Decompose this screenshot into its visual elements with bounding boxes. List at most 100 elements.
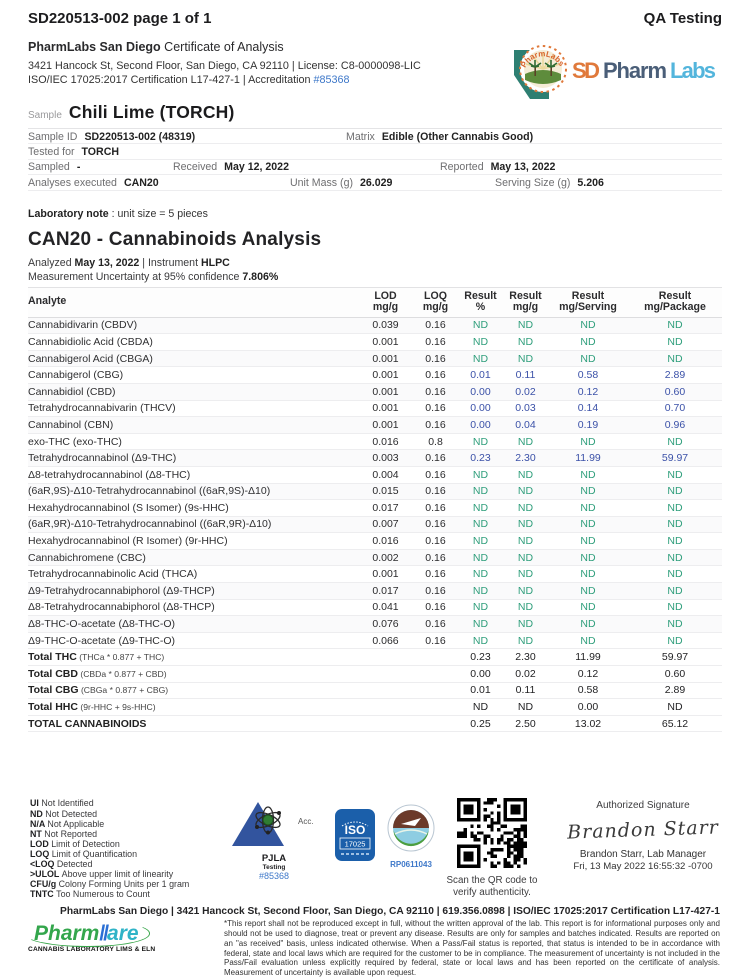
result-value: ND: [580, 584, 596, 597]
meta-value: TORCH: [81, 145, 120, 158]
column-header-line1: Result: [571, 289, 605, 302]
legend-abbr: NT: [30, 828, 45, 839]
meta-label: Reported: [440, 161, 484, 174]
cert-line-text: ISO/IEC 17025:2017 Certification L17-427…: [28, 73, 314, 86]
column-header-line2: mg/g: [422, 301, 449, 314]
lod-loq-value: 0.16: [425, 568, 446, 581]
lod-loq-value: 0.8: [428, 435, 443, 448]
accreditation-link[interactable]: #85368: [313, 73, 350, 86]
lod-loq-value: 0.16: [425, 584, 446, 597]
total-value: 0.00: [577, 701, 599, 714]
legend-item: >ULOL Above upper limit of linearity: [30, 869, 230, 879]
result-value: ND: [472, 535, 489, 548]
analyzed-label: Analyzed: [28, 256, 75, 269]
table-row: (6aR,9R)-Δ10-Tetrahydrocannabinol ((6aR,…: [28, 516, 722, 534]
abbreviation-legend: UI Not Identified ND Not Detected N/A Not …: [30, 798, 230, 899]
results-table-header: Analyte LOD mg/g LOQ mg/g Result% Result mg/g Re…: [28, 286, 722, 318]
sdpharmlabs-logo: PharmLabs SD Pharm Labs: [514, 45, 716, 99]
sample-title: Sample Chili Lime (TORCH): [28, 102, 722, 123]
lod-loq-value: 0.016: [372, 535, 399, 548]
meta-label: Sampled: [28, 161, 70, 174]
signature-block: Authorized Signature Brandon Starr Brand…: [564, 800, 722, 872]
lod-loq-value: 0.002: [372, 551, 399, 564]
result-value: 0.01: [470, 369, 491, 382]
result-value: ND: [472, 518, 489, 531]
total-value: ND: [472, 701, 489, 714]
lod-loq-value: 0.16: [425, 352, 446, 365]
table-row: Cannabidiol (CBD) 0.001 0.16 0.00 0.02 0.12 0.…: [28, 383, 722, 401]
total-value: 0.02: [515, 667, 536, 680]
result-value: ND: [580, 518, 596, 531]
column-header-line1: Analyte: [28, 295, 67, 308]
sample-meta-row: Analyses executed CAN20 Unit Mass (g) 26.02…: [28, 175, 722, 191]
pjla-name: PJLA: [261, 853, 287, 865]
legend-item: <LOQ Detected: [30, 859, 230, 869]
meta-value: Edible (Other Cannabis Good): [381, 130, 534, 143]
result-value: 11.99: [575, 452, 601, 465]
instrument-value: HLPC: [200, 256, 230, 269]
result-value: 0.04: [515, 418, 536, 431]
iso-number: 17025: [345, 840, 366, 849]
meta-value: May 13, 2022: [490, 161, 556, 174]
column-header: LOQ mg/g: [413, 290, 458, 314]
legend-item: LOQ Limit of Quantification: [30, 849, 230, 859]
total-row: Total HHC (9r-HHC + 9s-HHC) ND ND 0.00 ND: [28, 699, 722, 716]
lod-loq-value: 0.16: [425, 418, 446, 431]
results-table: Analyte LOD mg/g LOQ mg/g Result% Result mg/g Re…: [28, 286, 722, 733]
lod-loq-value: 0.076: [372, 618, 399, 631]
result-value: ND: [580, 335, 596, 348]
result-value: ND: [472, 634, 489, 647]
doc-type: Certificate of Analysis: [164, 40, 284, 54]
total-name: TOTAL CANNABINOIDS: [28, 718, 358, 730]
result-value: ND: [580, 435, 596, 448]
table-row: Tetrahydrocannabinolic Acid (THCA) 0.001 0…: [28, 566, 722, 584]
lod-loq-value: 0.001: [372, 369, 399, 382]
footer-disclaimer: *This report shall not be reproduced exc…: [224, 919, 720, 977]
pjla-triangle-icon: Acc.: [232, 802, 314, 847]
result-value: 0.00: [470, 385, 491, 398]
result-value: ND: [667, 501, 683, 514]
result-value: ND: [472, 618, 489, 631]
table-row: Δ9-Tetrahydrocannabiphorol (Δ9-THCP) 0.01…: [28, 583, 722, 600]
total-value: 2.30: [515, 651, 536, 664]
pjla-sub: Testing: [262, 864, 286, 872]
total-value: ND: [667, 701, 683, 714]
column-header: Result%: [458, 290, 503, 314]
total-value: ND: [517, 701, 534, 714]
lod-loq-value: 0.16: [425, 485, 446, 498]
sample-meta-row: Tested for TORCH: [28, 144, 722, 160]
iso-17025-badge: ISO 17025: [335, 809, 375, 862]
column-header-line2: mg/g: [372, 301, 399, 314]
result-value: ND: [517, 335, 534, 348]
table-row: Tetrahydrocannabinol (Δ9-THC) 0.003 0.16 0.…: [28, 450, 722, 467]
legend-item: ND Not Detected: [30, 809, 230, 819]
result-value: ND: [517, 319, 534, 332]
result-value: ND: [580, 468, 596, 481]
pharmware-pharm: Pharm: [34, 922, 100, 946]
result-value: ND: [472, 435, 489, 448]
lod-loq-value: 0.001: [372, 568, 399, 581]
logo-sd: SD: [572, 58, 600, 83]
result-value: ND: [580, 634, 596, 647]
meta-value: CAN20: [123, 176, 159, 189]
legend-item: UI Not Identified: [30, 798, 230, 808]
dea-number-link[interactable]: RP0611043: [390, 860, 432, 870]
result-value: ND: [667, 319, 683, 332]
meta-value: 26.029: [359, 176, 393, 189]
analyte-name: Tetrahydrocannabinol (Δ9-THC): [28, 452, 177, 465]
lod-loq-value: 0.16: [425, 468, 446, 481]
result-value: ND: [667, 535, 683, 548]
iso-text: ISO: [345, 823, 366, 837]
table-row: Cannabigerol (CBG) 0.001 0.16 0.01 0.11 0.58 2…: [28, 367, 722, 384]
result-value: ND: [517, 535, 534, 548]
column-header-line2: %: [475, 301, 486, 314]
lod-loq-value: 0.001: [372, 385, 399, 398]
cert-line: ISO/IEC 17025:2017 Certification L17-427…: [28, 74, 458, 88]
result-value: ND: [472, 584, 489, 597]
table-row: Δ8-Tetrahydrocannabiphorol (Δ8-THCP) 0.04…: [28, 600, 722, 617]
pjla-number-link[interactable]: #85368: [258, 871, 290, 882]
table-row: Δ9-THC-O-acetate (Δ9-THC-O) 0.066 0.16 ND ND…: [28, 633, 722, 650]
analyte-name: Δ9-THC-O-acetate (Δ9-THC-O): [28, 634, 176, 647]
meta-pair: Sampled -: [28, 161, 80, 173]
lod-loq-value: 0.004: [372, 468, 399, 481]
